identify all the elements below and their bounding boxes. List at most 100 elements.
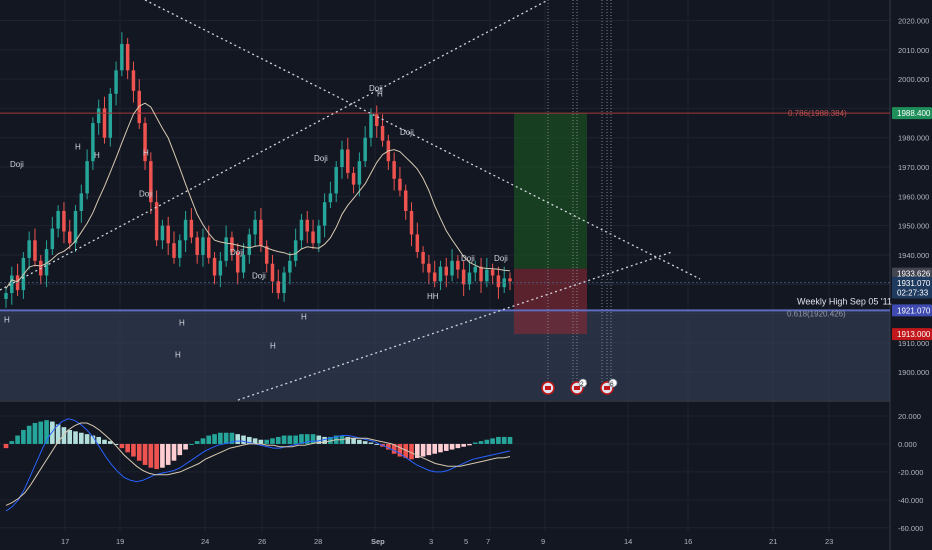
svg-text:1921.070: 1921.070 bbox=[897, 306, 931, 315]
svg-text:02:27:33: 02:27:33 bbox=[897, 288, 929, 297]
macd-histogram-bar bbox=[374, 443, 380, 445]
candle bbox=[108, 87, 113, 147]
candle bbox=[357, 152, 362, 197]
time-tick-label: 7 bbox=[486, 537, 490, 546]
event-flag-3[interactable]: 6 bbox=[600, 378, 618, 395]
macd-histogram-bar bbox=[293, 435, 298, 444]
macd-histogram-bar bbox=[357, 439, 362, 444]
macd-histogram-bar bbox=[165, 443, 171, 465]
doji-label: Doji bbox=[494, 254, 508, 263]
candle bbox=[183, 210, 188, 253]
candle bbox=[479, 257, 483, 294]
candle bbox=[79, 184, 84, 223]
candle bbox=[10, 266, 14, 305]
pattern-h-label: H bbox=[377, 90, 383, 99]
time-tick-label: 9 bbox=[541, 537, 545, 546]
macd-histogram-bar bbox=[229, 432, 235, 444]
macd-tick-label: -40.000 bbox=[898, 496, 923, 505]
macd-histogram-bar bbox=[351, 438, 356, 444]
support-trendline bbox=[237, 251, 673, 401]
candle bbox=[67, 219, 72, 250]
macd-panel bbox=[3, 418, 513, 512]
macd-histogram-bar bbox=[501, 436, 507, 444]
pattern-hh-label: HH bbox=[427, 292, 439, 301]
macd-histogram-bar bbox=[414, 443, 420, 458]
macd-histogram-bar bbox=[299, 434, 304, 444]
pattern-h-label: H bbox=[270, 342, 276, 351]
event-flag[interactable] bbox=[541, 381, 555, 395]
doji-label: Doji bbox=[314, 154, 328, 163]
candle bbox=[461, 260, 466, 296]
price-tick-label: 1980.000 bbox=[898, 134, 929, 143]
macd-histogram-bar bbox=[432, 443, 438, 454]
macd-histogram-bar bbox=[438, 443, 443, 453]
macd-histogram-bar bbox=[362, 441, 368, 444]
macd-histogram-bar bbox=[26, 425, 32, 444]
macd-histogram-bar bbox=[270, 438, 275, 444]
svg-text:1933.626: 1933.626 bbox=[897, 270, 931, 279]
macd-tick-label: -60.000 bbox=[898, 524, 923, 533]
macd-histogram-bar bbox=[84, 434, 90, 444]
candle bbox=[4, 287, 8, 308]
macd-histogram-bar bbox=[21, 429, 26, 444]
macd-histogram-bar bbox=[264, 439, 270, 444]
candle bbox=[485, 257, 489, 288]
candle bbox=[276, 269, 281, 299]
price-tag: 02:27:33 bbox=[892, 286, 932, 299]
price-tag: 1931.070 bbox=[892, 276, 932, 289]
macd-histogram-bar bbox=[78, 432, 84, 444]
candle bbox=[392, 152, 396, 191]
candle bbox=[340, 140, 344, 179]
candle bbox=[154, 190, 159, 247]
svg-text:6: 6 bbox=[610, 381, 614, 388]
candle bbox=[299, 213, 304, 250]
weekly-high-label: Weekly High Sep 05 '11 bbox=[797, 296, 892, 306]
macd-histogram-bar bbox=[496, 436, 501, 444]
fib-label-0618: 0.618(1920.426) bbox=[787, 309, 846, 318]
macd-histogram-bar bbox=[160, 443, 165, 468]
macd-histogram-bar bbox=[484, 439, 490, 444]
candle bbox=[496, 266, 501, 299]
candle bbox=[247, 228, 252, 264]
macd-histogram-bar bbox=[61, 427, 67, 444]
macd-histogram-bar bbox=[461, 443, 466, 447]
macd-histogram-bar bbox=[472, 442, 478, 444]
candle bbox=[56, 205, 60, 238]
price-tag: 1988.400 bbox=[892, 107, 932, 120]
price-axis: 1900.000 1910.000 1940.000 1950.000 1960.000… bbox=[892, 17, 932, 533]
macd-tick-label: 20.000 bbox=[898, 412, 921, 421]
macd-histogram-bar bbox=[148, 443, 154, 468]
macd-line bbox=[5, 418, 511, 512]
event-flag-2[interactable]: 2 3 bbox=[570, 378, 589, 395]
events[interactable]: 2 3 6 bbox=[541, 378, 618, 395]
candle bbox=[85, 149, 89, 200]
candle bbox=[346, 137, 350, 179]
candle bbox=[438, 260, 443, 291]
candle bbox=[444, 257, 449, 288]
candle bbox=[317, 219, 321, 253]
price-tag: 1921.070 bbox=[892, 304, 932, 317]
macd-histogram-bar bbox=[391, 443, 397, 454]
candle bbox=[27, 231, 31, 270]
candle bbox=[508, 272, 512, 291]
candle bbox=[351, 167, 356, 194]
macd-histogram-bar bbox=[73, 431, 78, 444]
candle bbox=[241, 243, 246, 279]
macd-histogram-bar bbox=[32, 422, 38, 444]
macd-histogram-bar bbox=[304, 434, 310, 444]
macd-histogram-bar bbox=[15, 435, 20, 444]
pattern-h-label: H bbox=[94, 151, 100, 160]
candle bbox=[166, 216, 170, 255]
macd-histogram-bar bbox=[310, 434, 316, 444]
time-tick-label: 28 bbox=[314, 537, 322, 546]
candle bbox=[403, 184, 408, 220]
time-tick-label: 3 bbox=[429, 537, 433, 546]
macd-histogram-bar bbox=[490, 438, 495, 444]
candle bbox=[311, 219, 315, 250]
pattern-h-label: H bbox=[301, 312, 307, 321]
candle bbox=[328, 181, 333, 209]
macd-tick-label: -20.000 bbox=[898, 468, 923, 477]
candle bbox=[224, 225, 228, 267]
pattern-h-label: H bbox=[175, 351, 181, 360]
